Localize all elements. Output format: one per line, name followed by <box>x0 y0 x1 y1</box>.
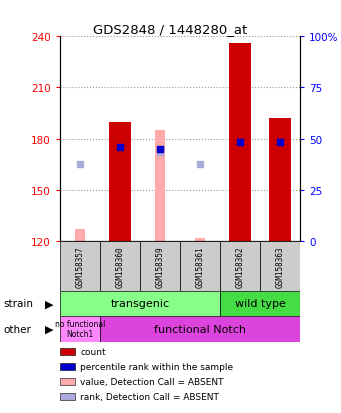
Point <box>117 145 122 151</box>
Text: ▶: ▶ <box>45 324 54 334</box>
Text: ▶: ▶ <box>45 299 54 309</box>
Bar <box>229 44 251 242</box>
Text: GSM158360: GSM158360 <box>115 246 124 287</box>
Text: no functional
Notch1: no functional Notch1 <box>55 319 105 339</box>
Bar <box>60 316 100 342</box>
Bar <box>155 131 165 242</box>
Bar <box>180 242 220 291</box>
Text: other: other <box>3 324 31 334</box>
Bar <box>75 230 85 242</box>
Text: percentile rank within the sample: percentile rank within the sample <box>80 362 233 371</box>
Text: GDS2848 / 1448280_at: GDS2848 / 1448280_at <box>93 23 248 36</box>
Point <box>157 150 163 157</box>
Text: GSM158359: GSM158359 <box>155 246 164 287</box>
Bar <box>260 242 300 291</box>
Bar <box>60 291 220 316</box>
Point <box>237 140 243 146</box>
Bar <box>100 242 140 291</box>
Bar <box>60 242 100 291</box>
Bar <box>115 148 125 242</box>
Text: functional Notch: functional Notch <box>154 324 246 334</box>
Text: GSM158362: GSM158362 <box>236 246 244 287</box>
Text: GSM158357: GSM158357 <box>75 246 84 287</box>
Point <box>277 140 283 146</box>
Text: transgenic: transgenic <box>110 299 169 309</box>
Text: wild type: wild type <box>235 299 285 309</box>
Point <box>157 146 163 153</box>
Text: value, Detection Call = ABSENT: value, Detection Call = ABSENT <box>80 377 224 386</box>
Bar <box>220 242 260 291</box>
Bar <box>195 238 205 242</box>
Text: rank, Detection Call = ABSENT: rank, Detection Call = ABSENT <box>80 392 219 401</box>
Point <box>77 161 83 168</box>
Bar <box>100 316 300 342</box>
Point <box>197 161 203 168</box>
Text: GSM158363: GSM158363 <box>276 246 284 287</box>
Text: strain: strain <box>3 299 33 309</box>
Text: count: count <box>80 347 106 356</box>
Text: GSM158361: GSM158361 <box>195 246 204 287</box>
Bar <box>269 119 291 242</box>
Bar <box>220 291 300 316</box>
Bar <box>109 122 131 242</box>
Bar <box>140 242 180 291</box>
